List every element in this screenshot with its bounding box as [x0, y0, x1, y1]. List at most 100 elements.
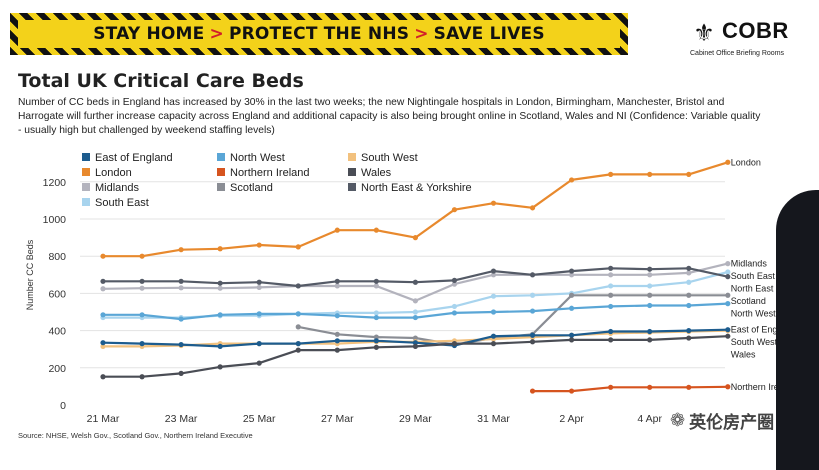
data-point [686, 270, 692, 276]
data-point [178, 341, 184, 348]
data-point [529, 292, 536, 298]
data-point [608, 283, 614, 289]
data-point [334, 331, 340, 337]
data-point [334, 278, 340, 284]
data-point [608, 292, 614, 298]
data-point [490, 272, 497, 278]
data-point [412, 235, 418, 241]
data-point [529, 205, 536, 211]
y-tick-label: 200 [48, 363, 66, 375]
data-point [295, 244, 301, 250]
data-point [686, 328, 692, 334]
legend-swatch [82, 198, 90, 206]
x-tick-label: 23 Mar [165, 413, 198, 425]
data-point [490, 268, 497, 274]
data-point [217, 246, 223, 252]
data-point [334, 338, 340, 344]
slogan-part-1: STAY HOME [93, 24, 205, 44]
data-point [569, 272, 575, 278]
data-point [139, 253, 145, 259]
data-point [295, 324, 301, 330]
data-point [412, 279, 418, 285]
data-point [178, 247, 184, 253]
data-point [686, 292, 692, 298]
y-tick-label: 800 [48, 251, 66, 263]
data-point [412, 335, 418, 341]
logo-subtitle: Cabinet Office Briefing Rooms [690, 50, 785, 57]
legend-swatch [348, 183, 356, 191]
data-point [139, 285, 145, 291]
legend-entry: London [95, 167, 132, 179]
series-end-label: North West [731, 309, 776, 319]
data-point [608, 272, 614, 278]
data-point [725, 301, 731, 307]
data-point [373, 310, 379, 316]
y-axis-label: Number CC Beds [25, 239, 35, 310]
x-tick-label: 27 Mar [321, 413, 354, 425]
data-point [373, 227, 379, 233]
data-point [647, 266, 653, 272]
data-point [100, 340, 106, 346]
data-point [373, 283, 379, 289]
data-point [569, 337, 575, 343]
data-point [490, 200, 497, 206]
data-point [100, 374, 106, 380]
x-tick-label: 31 Mar [477, 413, 510, 425]
data-point [529, 388, 536, 394]
cobr-logo: ⚜ COBR Cabinet Office Briefing Rooms [690, 18, 810, 62]
data-point [139, 312, 145, 318]
data-point [256, 284, 262, 291]
y-tick-label: 0 [60, 400, 66, 412]
data-point [569, 305, 575, 311]
data-point [686, 302, 692, 309]
data-point [725, 292, 731, 298]
x-tick-label: 25 Mar [243, 413, 276, 425]
slogan-banner: STAY HOME > PROTECT THE NHS > SAVE LIVES [10, 13, 628, 55]
watermark-text: 英伦房产圈 [689, 413, 775, 432]
data-point [178, 278, 184, 284]
data-point [295, 347, 301, 353]
data-point [647, 302, 653, 309]
data-point [373, 344, 379, 350]
data-point [647, 292, 653, 298]
data-point [647, 328, 653, 335]
royal-crest-icon: ⚜ [693, 20, 715, 47]
data-point [334, 227, 340, 233]
data-point [373, 314, 379, 321]
data-point [412, 309, 418, 315]
series-end-label: South West [731, 337, 778, 347]
chart-title: Total UK Critical Care Beds [18, 70, 304, 92]
series-line [532, 385, 728, 393]
data-point [725, 384, 731, 390]
data-point [569, 292, 575, 298]
data-point [569, 268, 575, 274]
data-point [217, 343, 223, 350]
data-point [647, 384, 653, 390]
data-point [412, 314, 418, 321]
data-point [334, 347, 340, 353]
data-point [529, 339, 536, 345]
data-point [569, 332, 575, 338]
legend-entry: Wales [361, 167, 392, 179]
data-point [725, 327, 731, 333]
data-point [139, 374, 145, 380]
data-point [412, 340, 418, 346]
slogan-arrow-2: > [414, 24, 429, 44]
legend-swatch [217, 168, 225, 176]
legend-entry: North West [230, 152, 285, 164]
data-point [100, 286, 106, 292]
source-note: Source: NHSE, Welsh Gov., Scotland Gov.,… [18, 431, 253, 440]
wechat-icon: ❁ [670, 410, 686, 430]
data-point [490, 333, 497, 339]
x-tick-label: 29 Mar [399, 413, 432, 425]
data-point [412, 298, 418, 304]
data-point [178, 285, 184, 291]
data-point [217, 285, 223, 291]
data-point [608, 337, 614, 343]
data-point [686, 265, 692, 271]
data-point [295, 311, 301, 317]
watermark: ❁ 英伦房产圈 [670, 408, 774, 433]
legend-entry: East of England [95, 152, 173, 164]
data-point [725, 333, 731, 339]
data-point [451, 341, 458, 347]
